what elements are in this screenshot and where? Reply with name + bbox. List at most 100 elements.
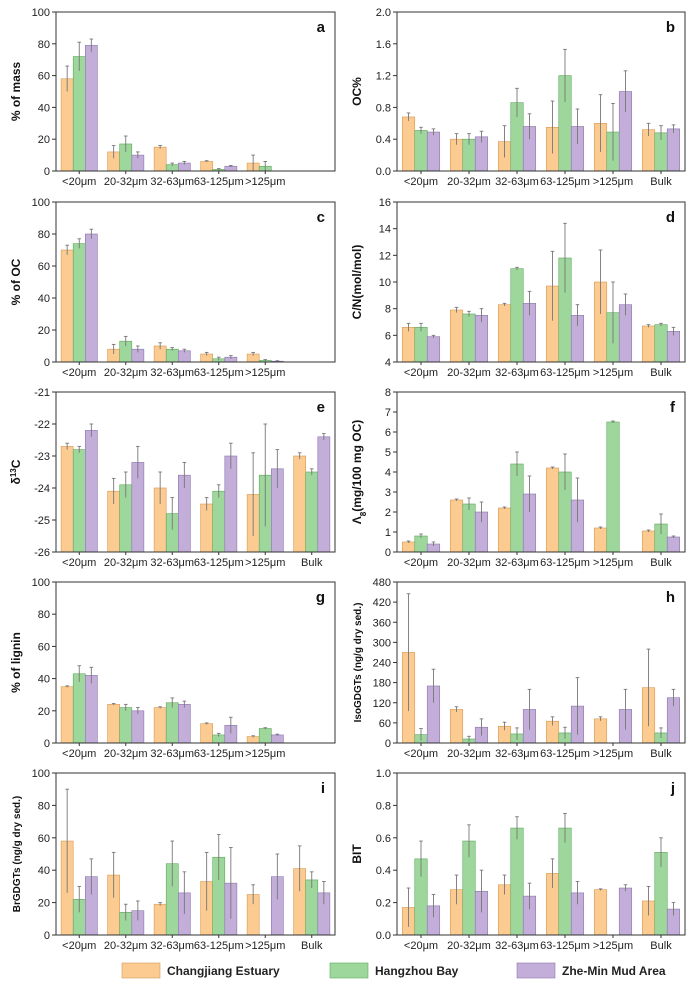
x-tick-label: 32-63μm: [150, 557, 194, 569]
bar-d-5-1: [654, 324, 668, 363]
bar-d-2-0: [497, 304, 512, 363]
bar-h-4-0: [593, 718, 608, 744]
y-tick-label: 0: [385, 738, 391, 750]
y-tick-label: 80: [38, 39, 50, 51]
y-axis-label: BIT: [350, 844, 364, 864]
bar-i-2-0: [153, 903, 167, 936]
y-tick-label: 0: [44, 930, 50, 942]
x-tick-label: 32-63μm: [495, 176, 539, 188]
y-tick-label: -26: [34, 547, 50, 559]
y-tick-label: 40: [38, 865, 50, 877]
x-tick-label: 32-63μm: [495, 367, 539, 379]
y-tick-label: 0.8: [376, 102, 391, 114]
x-tick-label: <20μm: [404, 557, 438, 569]
y-tick-label: 1.6: [376, 39, 391, 51]
x-tick-label: 63-125μm: [194, 367, 244, 379]
y-tick-label: 0: [385, 547, 391, 559]
bar-e-3-1: [212, 490, 226, 553]
y-axis-label: OC%: [350, 77, 364, 106]
bar-i-5-1: [305, 879, 319, 936]
chart-panel-j: 0.0 0.2 0.4 0.6 0.8 1.0 <20μm 20-32μm 32-63μm 63-…: [350, 768, 686, 952]
bar-f-0-1: [414, 535, 428, 553]
y-tick-label: 480: [373, 577, 391, 589]
x-tick-label: 20-32μm: [447, 748, 491, 760]
x-tick-label: <20μm: [404, 176, 438, 188]
bar-e-0-2: [84, 430, 98, 553]
x-tick-label: Bulk: [301, 557, 323, 569]
bar-b-5-2: [666, 128, 681, 172]
y-tick-label: 3: [385, 487, 391, 499]
x-tick-label: 20-32μm: [104, 367, 148, 379]
y-tick-label: 8: [385, 387, 391, 399]
legend: Changjiang Estuary Hangzhou Bay Zhe-Min Mu…: [121, 962, 666, 979]
bar-g-0-2: [84, 675, 98, 744]
y-tick-label: -23: [34, 451, 50, 463]
chart-panel-b: 0.0 0.4 0.8 1.2 1.6 2.0 <20μm 20-32μm 32-63μm 63-…: [350, 7, 686, 188]
y-tick-label: -22: [34, 419, 50, 431]
bar-d-1-1: [462, 313, 476, 363]
x-tick-label: 63-125μm: [194, 176, 244, 188]
x-tick-label: >125μm: [593, 557, 633, 569]
x-tick-label: 20-32μm: [104, 176, 148, 188]
y-axis-label: δ13C: [9, 459, 24, 484]
legend-label-0: Changjiang Estuary: [167, 964, 280, 978]
x-tick-label: >125μm: [245, 367, 285, 379]
x-tick-label: 20-32μm: [447, 557, 491, 569]
x-tick-label: >125μm: [245, 176, 285, 188]
bar-d-1-2: [474, 315, 489, 363]
x-tick-label: Bulk: [650, 367, 672, 379]
y-tick-label: 0.4: [376, 865, 391, 877]
bar-a-3-0: [200, 161, 214, 172]
bar-c-0-2: [84, 233, 98, 363]
y-tick-label: 7: [385, 407, 391, 419]
bar-g-4-1: [258, 728, 272, 744]
bar-e-3-2: [224, 455, 238, 553]
x-tick-label: 20-32μm: [104, 557, 148, 569]
x-tick-label: 63-125μm: [540, 367, 590, 379]
y-tick-label: 2.0: [376, 7, 391, 19]
y-tick-label: 8: [385, 304, 391, 316]
bar-e-0-0: [60, 446, 74, 553]
x-tick-label: 63-125μm: [194, 748, 244, 760]
bar-d-0-1: [414, 327, 428, 363]
x-tick-label: 32-63μm: [150, 367, 194, 379]
y-tick-label: 6: [385, 427, 391, 439]
x-tick-label: 63-125μm: [540, 748, 590, 760]
y-tick-label: 60: [379, 718, 391, 730]
y-axis-label: % of OC: [9, 258, 23, 305]
bar-e-3-0: [200, 503, 214, 553]
bar-f-3-0: [545, 467, 560, 553]
bar-j-3-1: [558, 827, 572, 936]
bar-h-1-0: [449, 709, 464, 744]
y-tick-label: 420: [373, 597, 391, 609]
x-tick-label: 32-63μm: [495, 557, 539, 569]
y-tick-label: 100: [32, 7, 50, 19]
y-tick-label: 40: [38, 102, 50, 114]
x-tick-label: >125μm: [593, 176, 633, 188]
x-tick-label: >125μm: [593, 748, 633, 760]
x-tick-label: Bulk: [650, 940, 672, 952]
y-tick-label: 80: [38, 800, 50, 812]
bar-d-5-0: [641, 325, 656, 363]
panel-letter: b: [666, 19, 675, 36]
y-tick-label: 0: [44, 738, 50, 750]
panel-letter: h: [666, 589, 675, 606]
y-tick-label: 300: [373, 637, 391, 649]
y-tick-label: -25: [34, 515, 50, 527]
bar-f-4-1: [606, 421, 620, 553]
y-tick-label: 0.0: [376, 166, 391, 178]
plot-frame: [396, 201, 686, 363]
panel-letter: c: [317, 209, 325, 226]
plot-frame: [55, 391, 336, 553]
bar-c-2-1: [165, 348, 179, 363]
bar-f-0-0: [401, 541, 416, 553]
x-tick-label: <20μm: [62, 367, 96, 379]
y-tick-label: 20: [38, 325, 50, 337]
x-tick-label: >125μm: [593, 367, 633, 379]
plot-frame: [55, 772, 336, 936]
bar-g-2-1: [165, 702, 179, 744]
bar-j-4-2: [618, 887, 633, 936]
x-tick-label: Bulk: [650, 176, 672, 188]
x-tick-label: 20-32μm: [104, 940, 148, 952]
panel-letter: f: [670, 399, 676, 416]
